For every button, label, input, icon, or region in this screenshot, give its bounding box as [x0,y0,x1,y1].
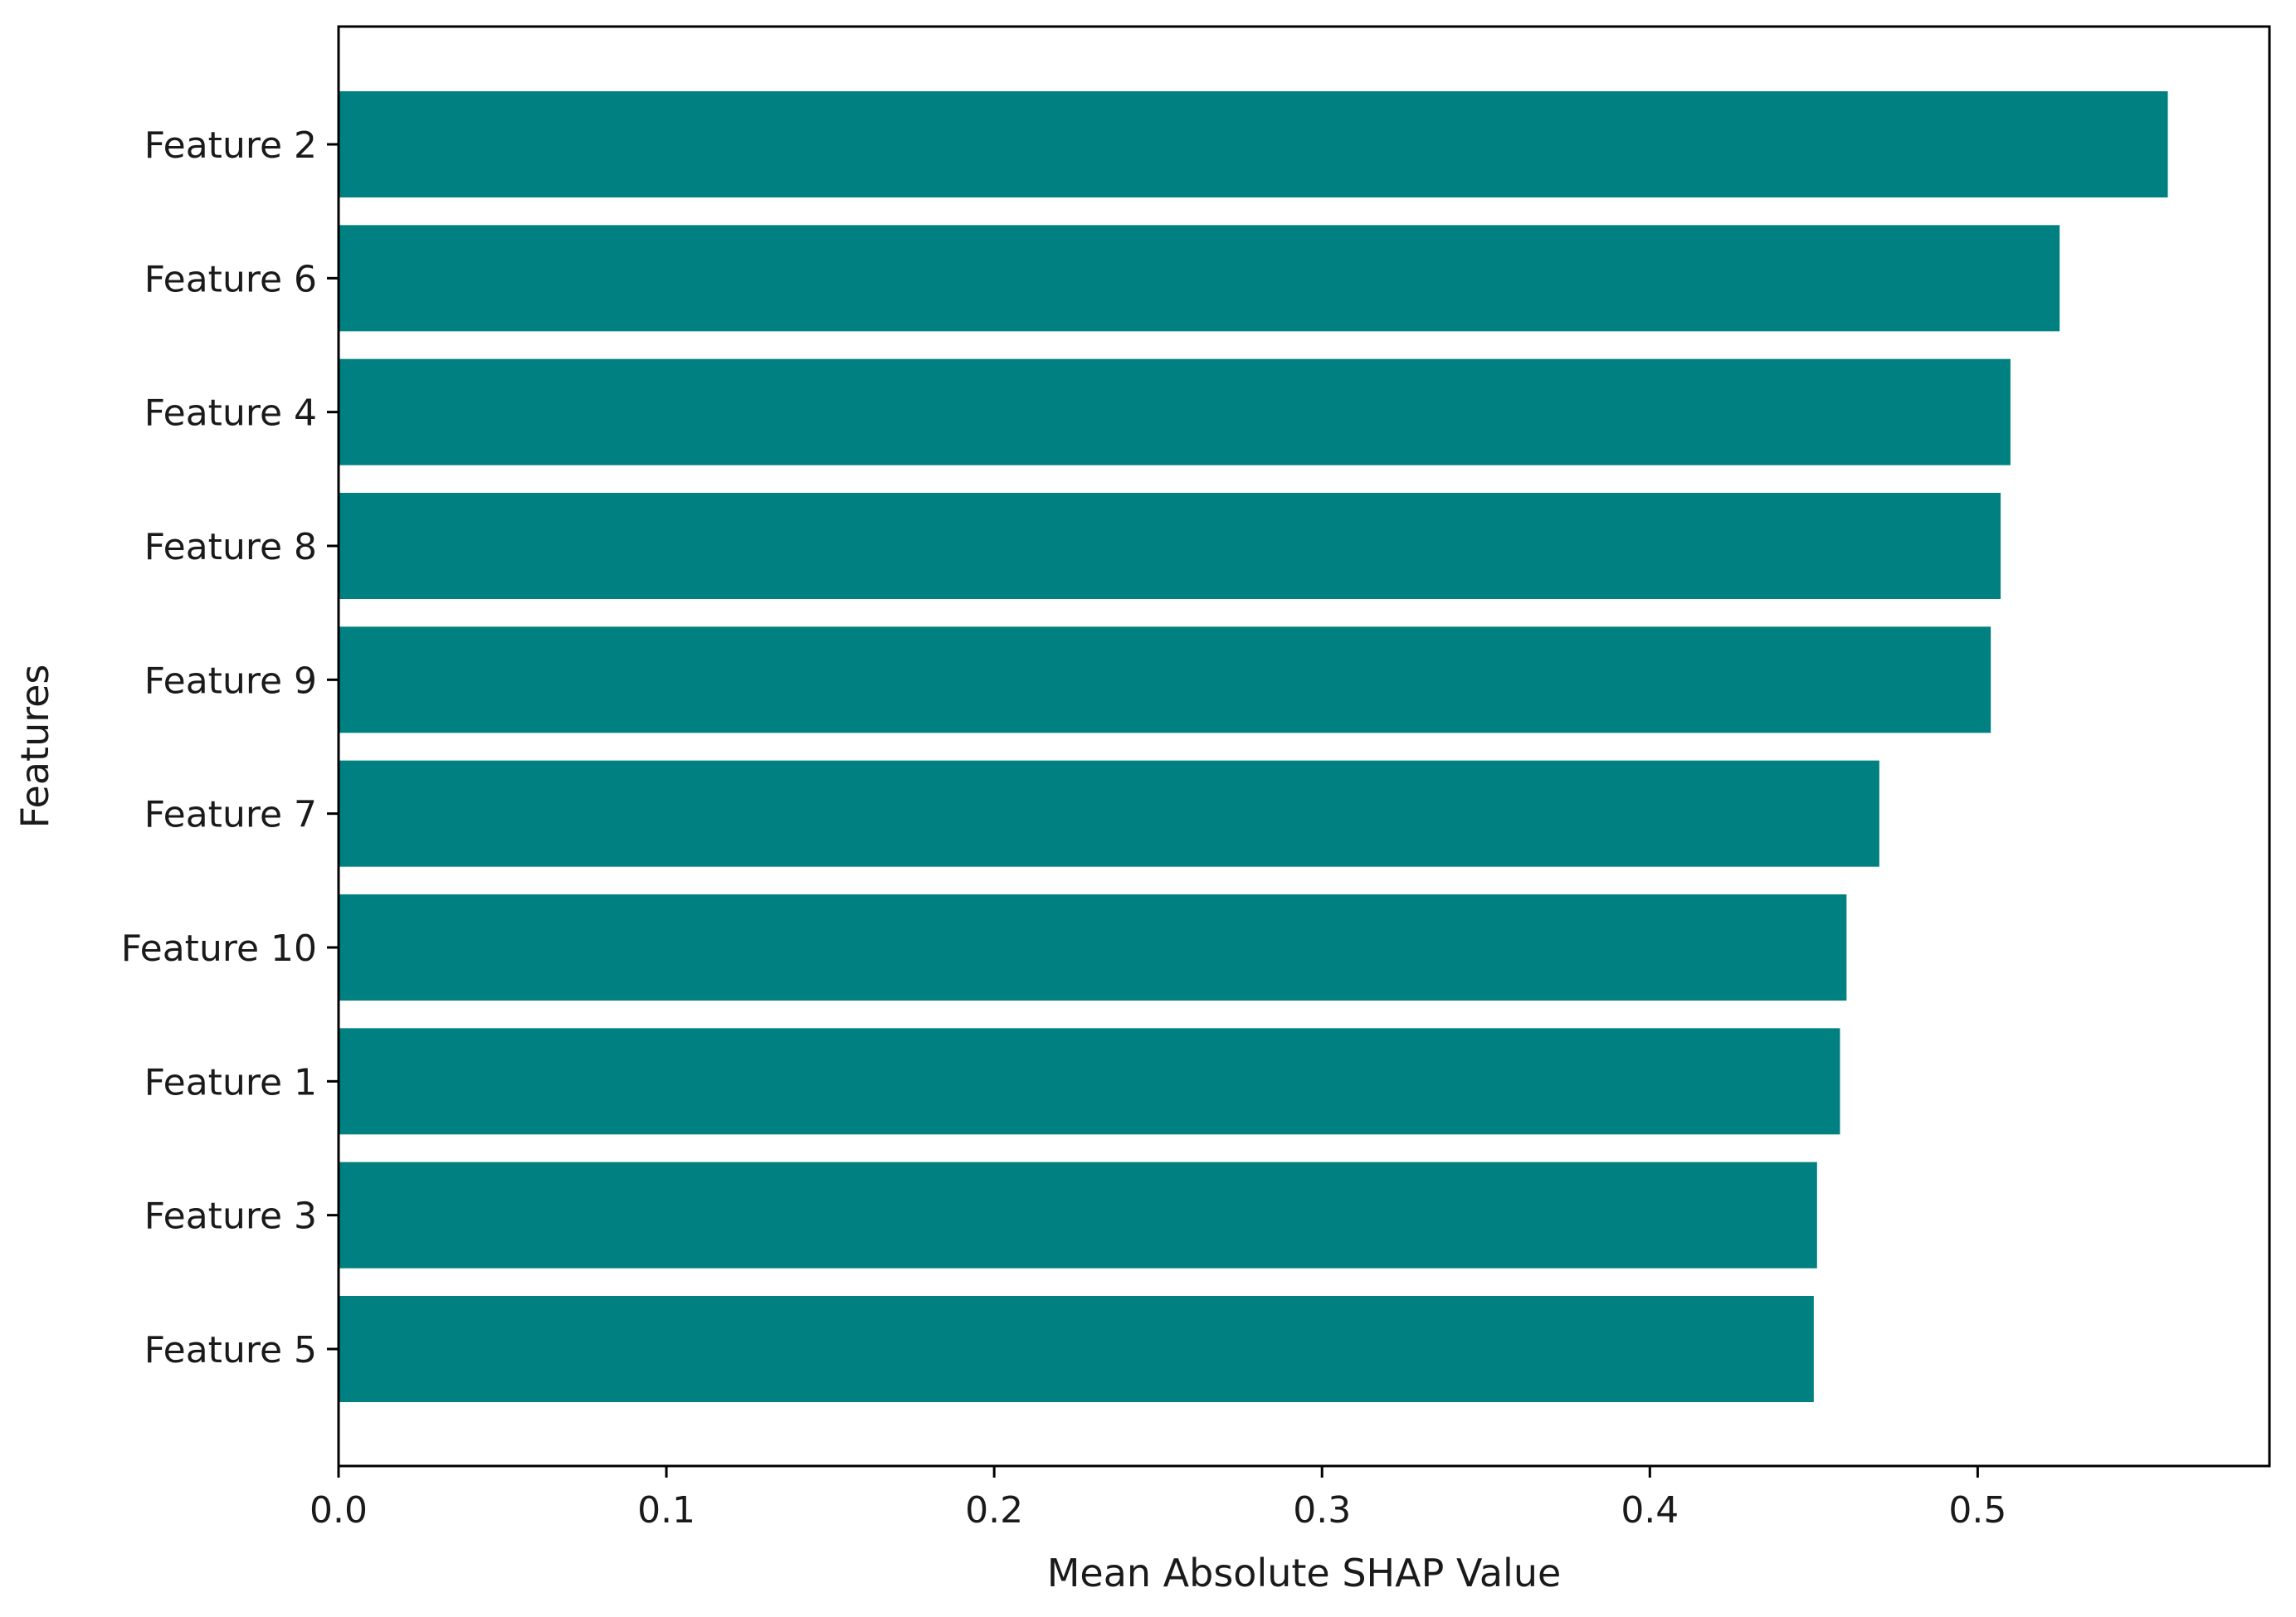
x-tick-label: 0.0 [310,1489,368,1532]
bar-feature-3 [339,1162,1817,1269]
y-tick-label: Feature 6 [144,258,317,300]
x-tick-label: 0.3 [1293,1489,1351,1532]
bar-feature-2 [339,91,2168,197]
bar-feature-7 [339,760,1879,867]
x-ticks-group: 0.0 0.1 0.2 0.3 0.4 0.5 [310,1466,2006,1532]
bar-feature-9 [339,626,1991,733]
x-tick-label: 0.5 [1948,1489,2006,1532]
y-tick-label: Feature 9 [144,660,317,702]
y-tick-label: Feature 2 [144,124,317,167]
y-tick-label: Feature 3 [144,1196,317,1238]
bar-feature-1 [339,1028,1840,1135]
plot-frame [337,25,2271,1468]
bar-feature-4 [339,358,2011,465]
bar-feature-6 [339,225,2060,332]
x-tick-label: 0.2 [965,1489,1023,1532]
x-axis-label: Mean Absolute SHAP Value [1047,1551,1562,1595]
bar-feature-5 [339,1296,1814,1402]
y-tick-label: Feature 1 [144,1061,317,1103]
y-tick-label: Feature 7 [144,794,317,836]
y-tick-label: Feature 4 [144,392,317,435]
y-tick-label: Feature 10 [121,928,317,970]
x-tick-label: 0.1 [637,1489,695,1532]
bar-feature-8 [339,493,2001,599]
y-ticks-group: Feature 2 Feature 6 Feature 4 Feature 8 Feat… [121,124,339,1371]
x-tick-label: 0.4 [1621,1489,1679,1532]
bar-feature-10 [339,894,1847,1001]
y-tick-label: Feature 8 [144,526,317,568]
bars-group [339,91,2168,1402]
y-tick-label: Feature 5 [144,1329,317,1371]
y-axis-label: Features [12,665,57,829]
